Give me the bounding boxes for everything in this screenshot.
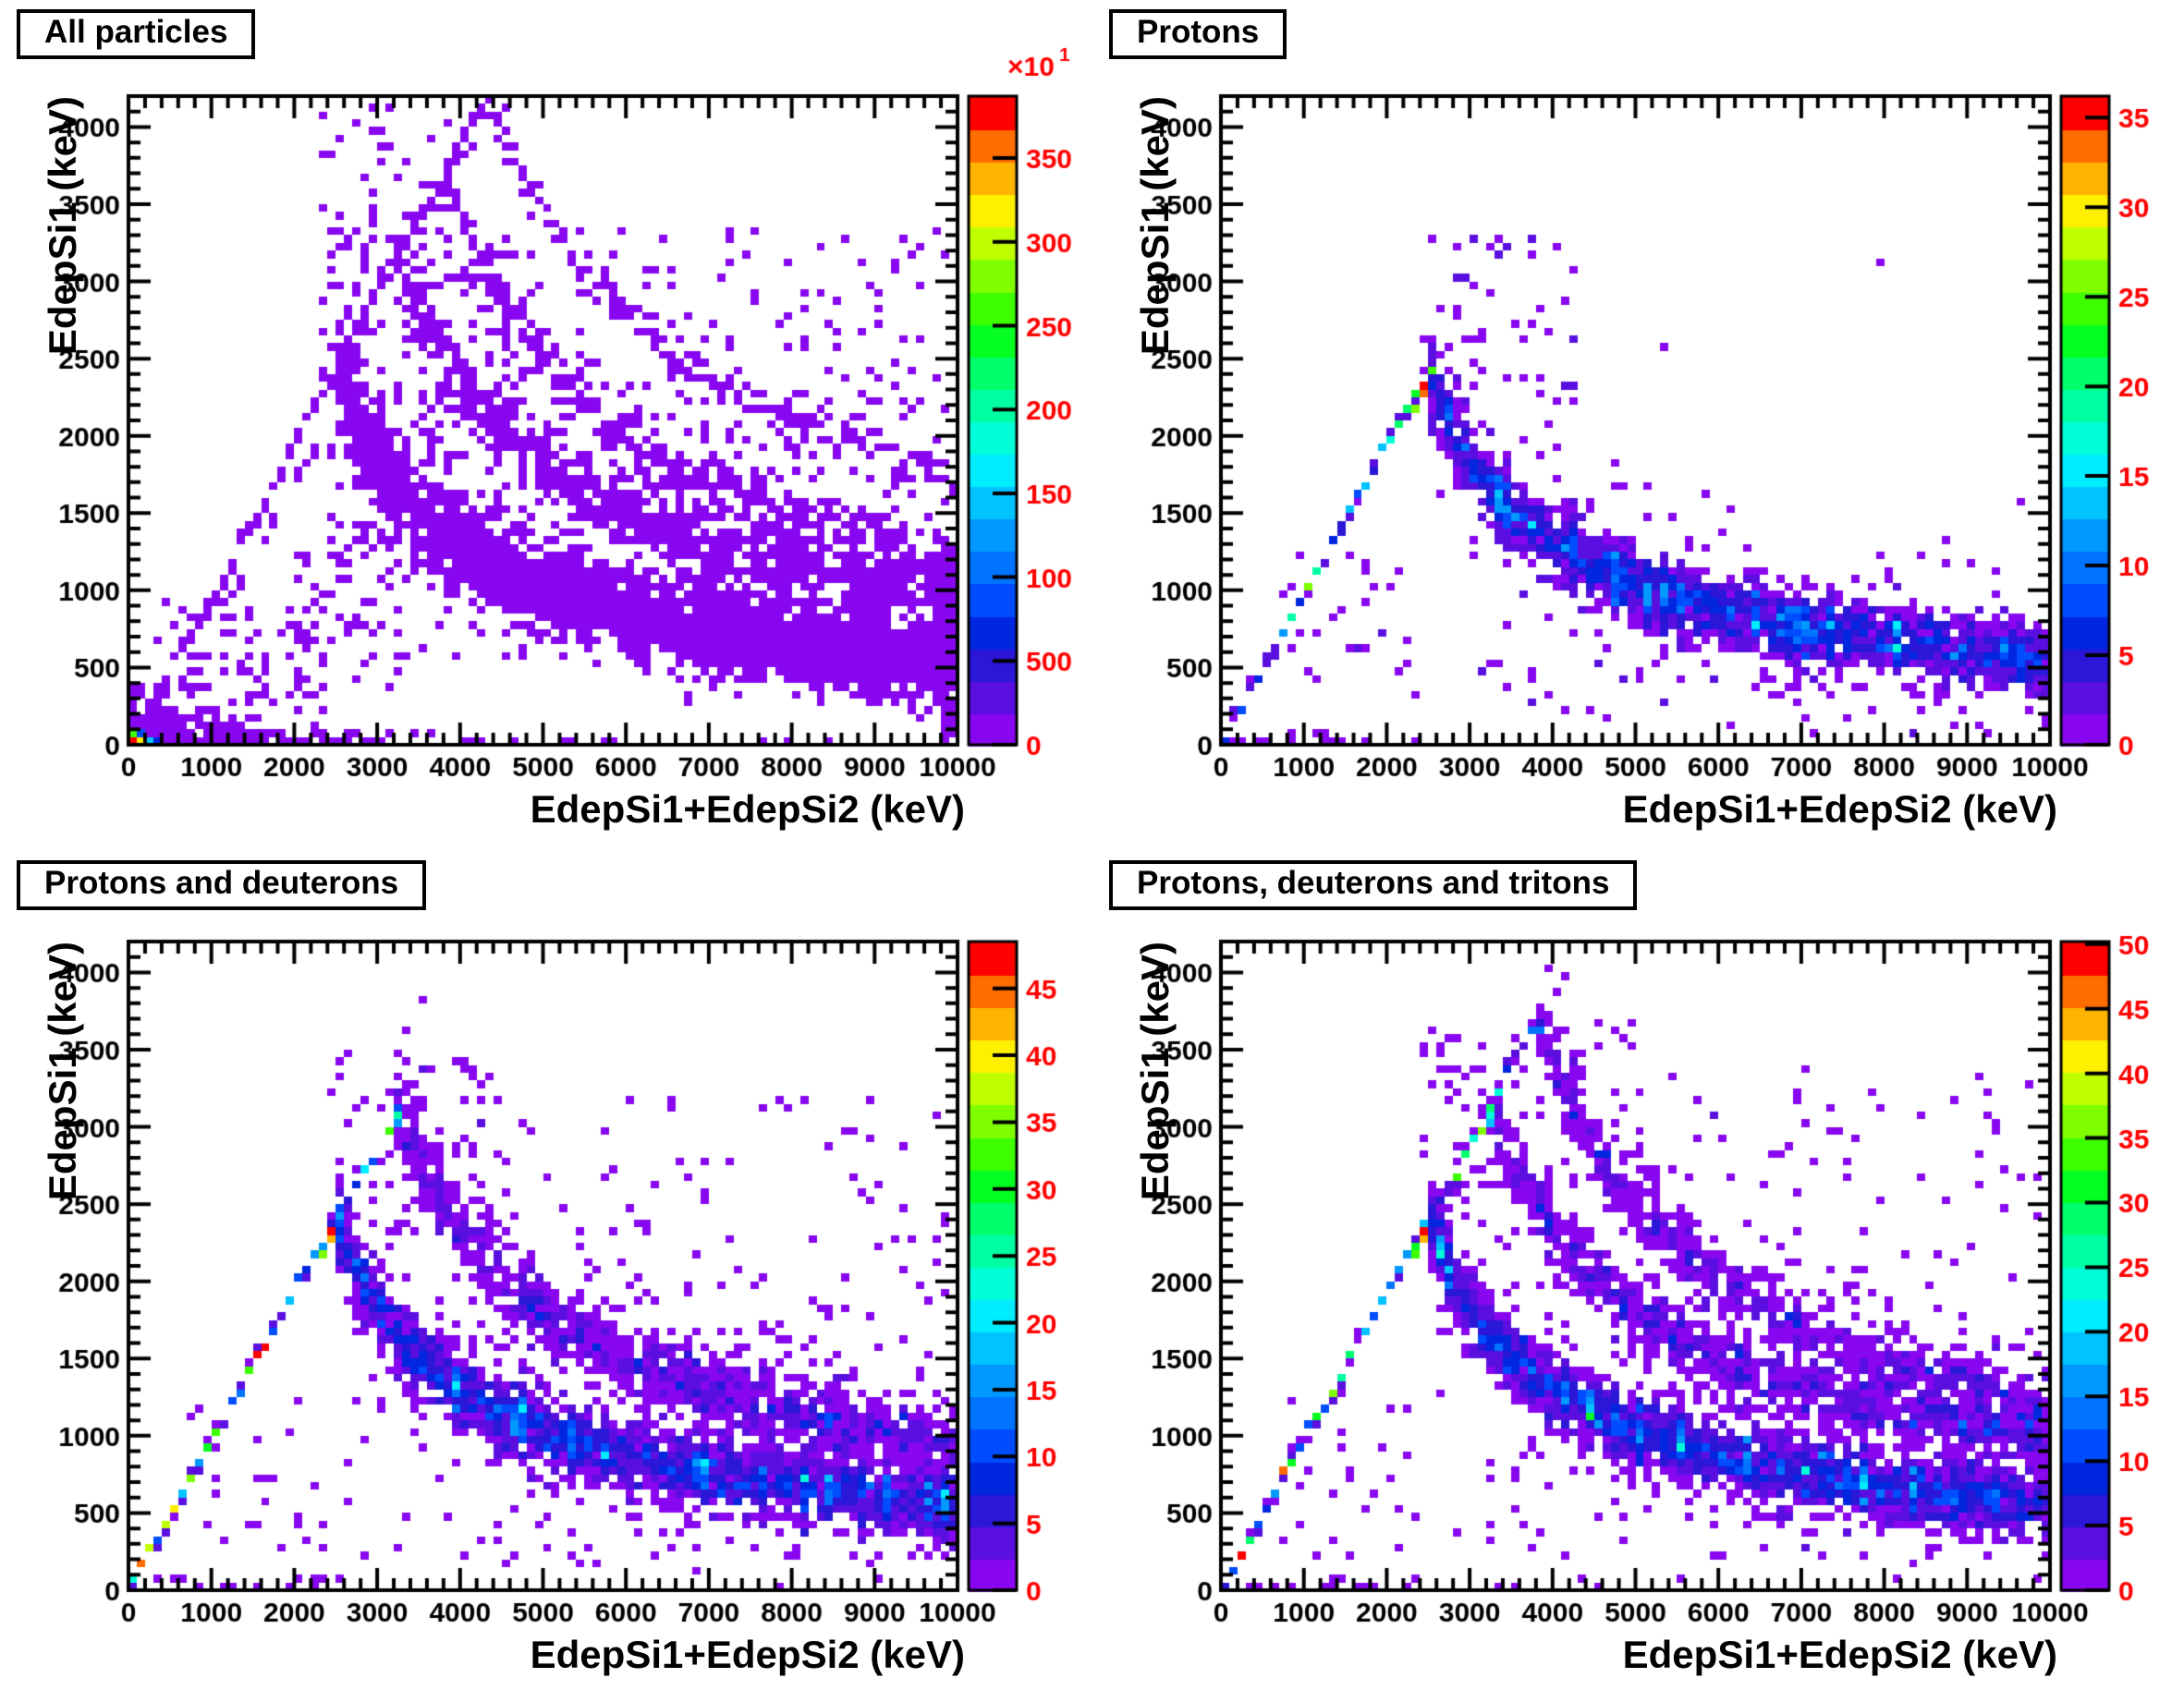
- protons-deuterons-tritons-histogram-canvas: [1092, 845, 2184, 1690]
- panel-title-box: All particles: [17, 9, 256, 60]
- all-particles-histogram-canvas: [0, 0, 1092, 845]
- panel-title-box: Protons: [1109, 9, 1287, 60]
- x-axis-title: EdepSi1+EdepSi2 (keV): [530, 787, 965, 831]
- panel-protons-deuterons: Protons and deuterons EdepSi1+EdepSi2 (k…: [0, 845, 1092, 1690]
- panel-protons: Protons EdepSi1+EdepSi2 (keV) EdepSi1 (k…: [1092, 0, 2184, 845]
- x-axis-title: EdepSi1+EdepSi2 (keV): [530, 1633, 965, 1676]
- protons-deuterons-histogram-canvas: [0, 845, 1092, 1690]
- y-axis-title: EdepSi1 (keV): [41, 96, 84, 356]
- y-axis-title: EdepSi1 (keV): [1133, 942, 1177, 1201]
- panel-title-box: Protons, deuterons and tritons: [1109, 860, 1638, 911]
- protons-histogram-canvas: [1092, 0, 2184, 845]
- panel-title: Protons and deuterons: [44, 865, 399, 901]
- panel-title-box: Protons and deuterons: [17, 860, 427, 911]
- x-axis-title: EdepSi1+EdepSi2 (keV): [1622, 787, 2057, 831]
- y-axis-title: EdepSi1 (keV): [1133, 96, 1177, 356]
- x-axis-title: EdepSi1+EdepSi2 (keV): [1622, 1633, 2057, 1676]
- panel-title: Protons, deuterons and tritons: [1137, 865, 1610, 901]
- panel-protons-deuterons-tritons: Protons, deuterons and tritons EdepSi1+E…: [1092, 845, 2184, 1690]
- panel-title: Protons: [1137, 14, 1260, 50]
- panel-title: All particles: [44, 14, 228, 50]
- y-axis-title: EdepSi1 (keV): [41, 942, 84, 1201]
- panel-all-particles: All particles EdepSi1+EdepSi2 (keV) Edep…: [0, 0, 1092, 845]
